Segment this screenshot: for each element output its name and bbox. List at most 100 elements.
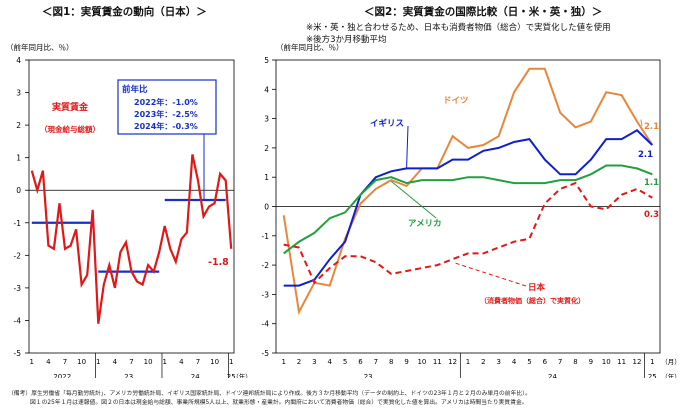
fig2-x-tick-label: 4 <box>328 358 333 366</box>
fig1-summary-box <box>117 79 217 135</box>
fig2-y-tick-label: -5 <box>262 349 270 358</box>
fig1-y-tick-label: -1 <box>14 219 22 228</box>
fig2-x-tick-label: 3 <box>312 358 316 366</box>
fig2-x-tick-label: 5 <box>343 358 347 366</box>
fig2-x-tick-label: 8 <box>573 358 577 366</box>
fig2-year-label: 23 <box>364 373 373 378</box>
fig2-y-tick-label: -3 <box>262 290 270 299</box>
fig1-y-tick-label: 3 <box>16 89 21 98</box>
fig2-x-tick-label: 10 <box>602 358 611 366</box>
fig1-x-tick-label: 10 <box>210 358 219 366</box>
fig1-year-label: 23 <box>124 373 133 378</box>
fig2-x-tick-label: 12 <box>448 358 457 366</box>
fig1-x-tick-label: 10 <box>77 358 86 366</box>
fig1-box-line-2024: 2024年：-0.3% <box>134 121 198 131</box>
fig1-x-tick-label: 1 <box>96 358 100 366</box>
fig1-box-line-2023: 2023年：-2.5% <box>134 109 198 119</box>
fig1-year-label: 2022 <box>53 373 71 378</box>
fig2-x-tick-label: 2 <box>297 358 301 366</box>
fig2-line-uk <box>283 129 653 287</box>
fig1-year-label: 25 <box>227 373 236 378</box>
fig1-x-tick-label: 1 <box>163 358 167 366</box>
fig1-year-label: 24 <box>191 373 200 378</box>
fig2-x-tick-label: 12 <box>632 358 641 366</box>
fig2-year-label: 25 <box>648 373 657 378</box>
fig2-end-value-japan: 0.3 <box>644 210 659 220</box>
fig1-x-tick-label: 7 <box>129 358 133 366</box>
fig2-y-tick-label: -4 <box>262 320 270 329</box>
fig1-x-tick-label: 10 <box>144 358 153 366</box>
fig1-x-tick-label: 4 <box>46 358 51 366</box>
fig2-label-japan-sub: （消費者物価（総合）で実質化） <box>480 296 585 305</box>
fig2-y-tick-label: 0 <box>264 203 269 212</box>
fig1-plot-frame <box>28 59 235 354</box>
fig2-y-axis: -5 -4 -3 -2 -1 0 1 2 3 4 5 <box>262 56 660 358</box>
fig1-x-tick-label: 7 <box>196 358 200 366</box>
fig1-year-axis-note: （年） <box>232 372 250 378</box>
fig2-x-tick-label: 4 <box>512 358 517 366</box>
fig1-title: ＜図1：実質賃金の動向（日本）＞ <box>42 6 207 18</box>
fig1-y-axis: -5 -4 -3 -2 -1 0 1 2 3 4 <box>14 56 234 358</box>
fig2-x-tick-label: 7 <box>558 358 562 366</box>
fig2-line-japan <box>283 181 653 285</box>
fig1-y-tick-label: 0 <box>16 186 21 195</box>
fig2-y-tick-label: 2 <box>264 144 269 153</box>
fig2-x-tick-label: 6 <box>358 358 363 366</box>
fig2-x-tick-label: 1 <box>650 358 654 366</box>
fig2-x-tick-label: 1 <box>466 358 470 366</box>
fig2-label-us: アメリカ <box>408 219 442 229</box>
fig1-box-title: 前年比 <box>122 84 148 95</box>
fig1-last-value: -1.8 <box>208 257 229 268</box>
fig2-x-tick-label: 1 <box>281 358 285 366</box>
fig1-x-tick-label: 4 <box>113 358 118 366</box>
fig2-year-axis-note: （年） <box>661 372 680 378</box>
fig2-x-tick-label: 11 <box>433 358 442 366</box>
fig1-x-tick-label: 1 <box>229 358 233 366</box>
fig1-y-tick-label: -4 <box>14 316 22 325</box>
fig2-title: ＜図2：実質賃金の国際比較（日・米・英・独）＞ <box>364 6 603 18</box>
fig2-x-tick-label: 9 <box>589 358 593 366</box>
fig2-leader-japan <box>452 261 527 287</box>
fig1-x-tick-label: 1 <box>30 358 34 366</box>
fig1-unit-label: （前年同月比、％） <box>6 42 74 52</box>
fig2-end-value-uk: 2.1 <box>638 150 653 160</box>
fig1-y-tick-label: -2 <box>14 251 22 260</box>
fig1-y-tick-label: -3 <box>14 284 22 293</box>
fig2-leader-uk <box>406 125 409 169</box>
fig2-unit-label: （前年同月比、％） <box>276 42 344 52</box>
fig2-note-1: ※米・英・独と合わせるため、日本も消費者物価（総合）で実質化した値を使用 <box>306 23 611 33</box>
fig1-y-tick-label: 2 <box>16 121 21 130</box>
fig1-real-wage-line <box>30 154 233 324</box>
fig2-y-tick-label: -2 <box>262 261 270 270</box>
fig2-y-tick-label: 3 <box>264 115 269 124</box>
fig1-y-tick-label: -5 <box>14 349 22 358</box>
fig1-series-label: 実質賃金 <box>52 101 89 113</box>
fig2-leader-us <box>390 180 437 219</box>
fig2-x-axis: 1 2 3 4 5 6 7 8 9 10 11 12 1 2 3 4 5 6 7 8 9 10 11 12 1 （月）23 24 25… <box>281 353 680 378</box>
fig2-x-tick-label: 9 <box>404 358 408 366</box>
fig1-y-tick-label: 4 <box>16 56 21 65</box>
fig2-x-tick-label: 2 <box>481 358 485 366</box>
fig1-x-tick-label: 7 <box>63 358 67 366</box>
fig2-x-tick-label: 7 <box>374 358 378 366</box>
fig2-x-tick-label: 8 <box>389 358 393 366</box>
fig2-end-value-germany: 2.1 <box>644 122 659 132</box>
fig2-year-label: 24 <box>548 373 557 378</box>
fig2-leader-germany <box>640 119 643 127</box>
fig2-x-tick-label: 10 <box>417 358 426 366</box>
footnote-1: （備考）厚生労働省「毎月勤労統計」、アメリカ労働統計局、イギリス国家統計局、ドイ… <box>8 391 531 397</box>
fig2-series-lines <box>282 67 654 316</box>
fig2-x-tick-label: 11 <box>617 358 626 366</box>
fig2-note-2: ※後方3か月移動平均 <box>306 35 387 45</box>
fig2-x-tick-label: 3 <box>496 358 500 366</box>
fig2-line-us <box>283 164 653 255</box>
fig1-x-axis: 1 4 7 10 1 4 7 10 1 4 7 10 1 2022 23 24 25（年） <box>30 353 250 378</box>
fig2-end-value-us: 1.1 <box>644 178 659 188</box>
fig2-label-japan: 日本 <box>528 282 546 293</box>
fig1-y-tick-label: 1 <box>16 154 21 163</box>
fig1-series-sublabel: （現金給与総額） <box>40 124 100 134</box>
fig2-y-tick-label: 4 <box>264 85 269 94</box>
fig1-box-line-2022: 2022年：-1.0% <box>134 97 198 107</box>
